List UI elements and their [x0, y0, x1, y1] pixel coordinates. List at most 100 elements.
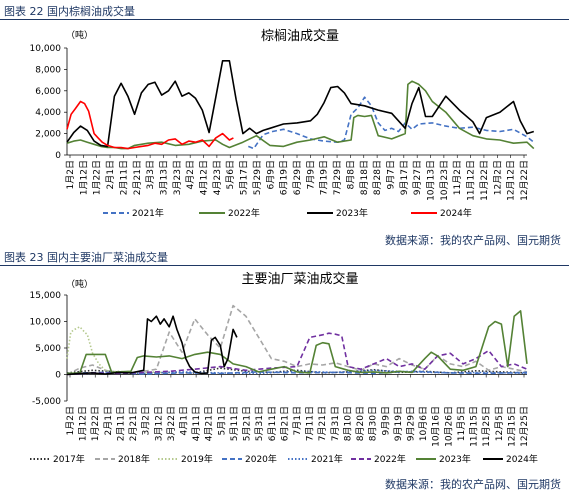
y-axis-unit-label: （吨）: [66, 278, 93, 290]
x-tick-label: 8月20日: [355, 406, 366, 441]
y-tick-label: 2,000: [35, 130, 61, 140]
x-tick-label: 11月25日: [481, 406, 492, 447]
y-tick-label: 4,000: [35, 108, 61, 118]
x-tick-label: 3月3日: [145, 160, 156, 189]
legend-label: 2021年: [311, 453, 343, 465]
y-tick-label: 0: [55, 151, 61, 161]
x-tick-label: 3月22日: [166, 406, 177, 441]
x-tick-label: 1月2日: [65, 406, 76, 435]
x-tick-label: 4月12日: [199, 160, 210, 195]
figure-22-rule: [0, 19, 569, 20]
x-tick-label: 2月1日: [103, 406, 114, 435]
x-tick-label: 6月29日: [292, 160, 303, 195]
x-tick-label: 12月5日: [494, 406, 505, 441]
legend-label: 2017年: [53, 453, 85, 465]
legend-label: 2020年: [245, 453, 277, 465]
x-tick-label: 7月1日: [292, 406, 303, 435]
x-tick-label: 10月16日: [431, 406, 442, 447]
y-axis-unit-label: （吨）: [66, 29, 93, 41]
x-tick-label: 12月22日: [519, 160, 530, 201]
x-tick-label: 11月15日: [469, 406, 480, 447]
x-tick-label: 3月23日: [172, 160, 183, 195]
figure-23-source: 数据来源：我的农产品网、国元期货: [385, 478, 561, 491]
x-tick-label: 9月29日: [406, 406, 417, 441]
chart-rapeseed-oil: 主要油厂菜油成交量 （吨） -5,000 0 5,000 10,000 15,000 1月2日…: [30, 271, 538, 465]
x-tick-label: 9月19日: [393, 406, 404, 441]
x-tick-label: 2月1日: [105, 160, 116, 189]
x-tick-label: 1月2日: [65, 160, 76, 189]
x-tick-label: 2月11日: [118, 160, 129, 195]
series-line-2024年: [66, 100, 234, 150]
series-line-2023年: [66, 59, 535, 148]
series-line-2022年: [66, 80, 535, 150]
series-line-2017年: [66, 367, 528, 375]
y-tick-label: 15,000: [30, 291, 62, 301]
x-tick-label: 12月15日: [506, 406, 517, 447]
x-tick-label: 7月9日: [305, 160, 316, 189]
x-tick-label: 6月11日: [267, 406, 278, 441]
figure-23-caption: 图表 23 国内主要油厂菜油成交量: [4, 251, 168, 264]
series-line-2018年: [66, 304, 528, 376]
x-tick-label: 3月13日: [158, 160, 169, 195]
x-tick-label: 7月31日: [330, 406, 341, 441]
x-tick-label: 2月11日: [115, 406, 126, 441]
x-tick-label: 4月21日: [204, 406, 215, 441]
x-tick-label: 4月1日: [179, 406, 190, 435]
legend-label: 2023年: [439, 453, 471, 465]
x-tick-label: 9月27日: [412, 160, 423, 195]
x-tick-label: 6月19日: [279, 160, 290, 195]
x-tick-label: 7月29日: [332, 160, 343, 195]
x-tick-label: 3月12日: [153, 406, 164, 441]
x-tick-label: 1月12日: [78, 160, 89, 195]
x-tick-label: 5月6日: [225, 160, 236, 189]
x-tick-label: 8月28日: [372, 160, 383, 195]
y-tick-label: -5,000: [32, 397, 61, 407]
x-tick-label: 5月21日: [242, 406, 253, 441]
x-tick-label: 10月26日: [443, 406, 454, 447]
x-tick-label: 4月2日: [185, 160, 196, 189]
x-tick-label: 2月21日: [128, 406, 139, 441]
y-tick-label: 8,000: [35, 65, 61, 75]
legend-label: 2018年: [118, 453, 150, 465]
x-tick-label: 8月8日: [345, 160, 356, 189]
legend-label: 2022年: [228, 207, 260, 219]
x-tick-label: 4月11日: [191, 406, 202, 441]
x-tick-label: 11月12日: [466, 160, 477, 201]
chart-title: 主要油厂菜油成交量: [241, 271, 358, 287]
series-line-2022年: [66, 332, 528, 376]
x-tick-label: 1月22日: [90, 406, 101, 441]
x-tick-label: 4月23日: [212, 160, 223, 195]
x-tick-label: 10月6日: [418, 406, 429, 441]
series-line-2024年: [66, 315, 238, 376]
legend-label: 2022年: [374, 453, 406, 465]
x-tick-label: 9月17日: [399, 160, 410, 195]
x-tick-label: 7月11日: [305, 406, 316, 441]
x-tick-label: 9月9日: [380, 406, 391, 435]
x-tick-label: 7月21日: [317, 406, 328, 441]
x-tick-label: 8月10日: [342, 406, 353, 441]
x-tick-label: 10月23日: [439, 160, 450, 201]
x-tick-label: 6月9日: [265, 160, 276, 189]
figure-22-source: 数据来源：我的农产品网、国元期货: [385, 234, 561, 247]
x-tick-label: 2月21日: [132, 160, 143, 195]
figure-23-rule: [0, 265, 569, 266]
x-tick-label: 11月22日: [479, 160, 490, 201]
chart-title: 棕榈油成交量: [261, 28, 339, 44]
y-tick-label: 6,000: [35, 87, 61, 97]
x-tick-label: 5月11日: [229, 406, 240, 441]
x-tick-label: 12月2日: [492, 160, 503, 195]
chart-palm-oil: 棕榈油成交量 （吨） 0 2,000 4,000 6,000 8,000 10,000 1月2日…: [30, 28, 535, 219]
x-tick-label: 5月1日: [216, 406, 227, 435]
legend-label: 2024年: [506, 453, 538, 465]
x-tick-label: 1月12日: [78, 406, 89, 441]
y-tick-label: 5,000: [35, 344, 61, 354]
x-tick-label: 5月29日: [252, 160, 263, 195]
x-tick-label: 7月19日: [319, 160, 330, 195]
x-tick-label: 8月18日: [359, 160, 370, 195]
x-tick-label: 1月22日: [92, 160, 103, 195]
x-tick-label: 11月5日: [456, 406, 467, 441]
y-tick-label: 10,000: [30, 318, 62, 328]
x-tick-label: 5月17日: [239, 160, 250, 195]
legend-label: 2023年: [336, 207, 368, 219]
